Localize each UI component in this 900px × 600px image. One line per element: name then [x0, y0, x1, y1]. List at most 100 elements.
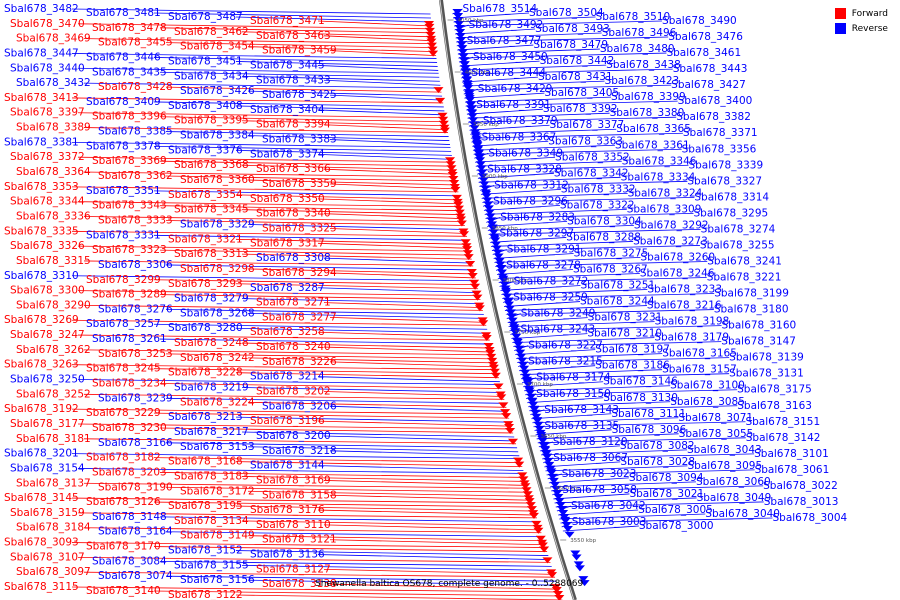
gene-label[interactable]: Sbal678_3296	[493, 195, 568, 207]
gene-label[interactable]: Sbal678_3345	[174, 204, 249, 216]
gene-label[interactable]: Sbal678_3148	[92, 511, 167, 523]
gene-label[interactable]: Sbal678_3400	[678, 95, 753, 107]
gene-label[interactable]: Sbal678_3365	[616, 123, 691, 135]
gene-label[interactable]: Sbal678_3100	[670, 380, 745, 392]
gene-label[interactable]: Sbal678_3443	[673, 63, 748, 75]
gene-label[interactable]: Sbal678_3142	[746, 432, 821, 444]
gene-label[interactable]: Sbal678_3233	[647, 284, 722, 296]
gene-label[interactable]: Sbal678_3150	[536, 388, 611, 400]
gene-label[interactable]: Sbal678_3153	[180, 441, 255, 453]
gene-label[interactable]: Sbal678_3352	[555, 151, 630, 163]
gene-label[interactable]: Sbal678_3271	[256, 297, 331, 309]
gene-label[interactable]: Sbal678_3170	[86, 541, 161, 553]
gene-label[interactable]: Sbal678_3215	[528, 356, 603, 368]
gene-label[interactable]: Sbal678_3255	[700, 239, 775, 251]
gene-label[interactable]: Sbal678_3101	[754, 448, 829, 460]
gene-label[interactable]: Sbal678_3451	[168, 55, 243, 67]
gene-label[interactable]: Sbal678_3267	[573, 264, 648, 276]
gene-label[interactable]: Sbal678_3321	[168, 233, 243, 245]
gene-label[interactable]: Sbal678_3476	[668, 31, 743, 43]
gene-label[interactable]: Sbal678_3134	[174, 515, 249, 527]
gene-label[interactable]: Sbal678_3423	[605, 75, 680, 87]
gene-label[interactable]: Sbal678_3429	[478, 83, 553, 95]
gene-label[interactable]: Sbal678_3199	[714, 288, 789, 300]
gene-label[interactable]: Sbal678_3434	[174, 70, 249, 82]
gene-label[interactable]: Sbal678_3396	[92, 111, 167, 123]
gene-label[interactable]: Sbal678_3202	[256, 386, 331, 398]
gene-label[interactable]: Sbal678_3175	[737, 384, 812, 396]
gene-label[interactable]: Sbal678_3356	[682, 143, 757, 155]
gene-label[interactable]: Sbal678_3277	[262, 311, 337, 323]
gene-label[interactable]: Sbal678_3287	[250, 282, 325, 294]
gene-label[interactable]: Sbal678_3214	[250, 371, 325, 383]
gene-label[interactable]: Sbal678_3454	[180, 41, 255, 53]
gene-label[interactable]: Sbal678_3179	[654, 332, 729, 344]
gene-label[interactable]: Sbal678_3368	[174, 159, 249, 171]
gene-label[interactable]: Sbal678_3327	[687, 175, 762, 187]
gene-label[interactable]: Sbal678_3182	[86, 452, 161, 464]
gene-label[interactable]: Sbal678_3174	[536, 372, 611, 384]
gene-label[interactable]: Sbal678_3269	[4, 314, 79, 326]
gene-label[interactable]: Sbal678_3404	[250, 104, 325, 116]
gene-label[interactable]: Sbal678_3392	[543, 103, 618, 115]
gene-label[interactable]: Sbal678_3074	[98, 570, 173, 582]
gene-label[interactable]: Sbal678_3310	[4, 270, 79, 282]
gene-label[interactable]: Sbal678_3391	[476, 99, 551, 111]
gene-label[interactable]: Sbal678_3249	[521, 308, 596, 320]
gene-label[interactable]: Sbal678_3180	[714, 304, 789, 316]
gene-label[interactable]: Sbal678_3363	[548, 135, 623, 147]
gene-label[interactable]: Sbal678_3389	[16, 122, 91, 134]
gene-label[interactable]: Sbal678_3299	[86, 274, 161, 286]
gene-label[interactable]: Sbal678_3198	[655, 316, 730, 328]
gene-label[interactable]: Sbal678_3328	[487, 163, 562, 175]
gene-label[interactable]: Sbal678_3322	[560, 199, 635, 211]
gene-label[interactable]: Sbal678_3438	[606, 59, 681, 71]
gene-label[interactable]: Sbal678_3394	[256, 119, 331, 131]
gene-label[interactable]: Sbal678_3071	[678, 412, 753, 424]
gene-label[interactable]: Sbal678_3190	[98, 481, 173, 493]
gene-label[interactable]: Sbal678_3226	[262, 356, 337, 368]
gene-label[interactable]: Sbal678_3272	[514, 276, 589, 288]
gene-label[interactable]: Sbal678_3217	[174, 426, 249, 438]
gene-label[interactable]: Sbal678_3172	[180, 485, 255, 497]
gene-label[interactable]: Sbal678_3361	[615, 139, 690, 151]
gene-label[interactable]: Sbal678_3120	[553, 436, 628, 448]
gene-label[interactable]: Sbal678_3336	[16, 210, 91, 222]
gene-label[interactable]: Sbal678_3184	[16, 522, 91, 534]
gene-label[interactable]: Sbal678_3304	[567, 215, 642, 227]
gene-label[interactable]: Sbal678_3176	[250, 504, 325, 516]
gene-label[interactable]: Sbal678_3481	[86, 7, 161, 19]
gene-label[interactable]: Sbal678_3213	[168, 411, 243, 423]
gene-label[interactable]: Sbal678_3004	[772, 512, 847, 524]
gene-label[interactable]: Sbal678_3043	[687, 444, 762, 456]
gene-label[interactable]: Sbal678_3279	[174, 293, 249, 305]
gene-label[interactable]: Sbal678_3482	[4, 3, 79, 15]
gene-label[interactable]: Sbal678_3477	[467, 35, 542, 47]
gene-label[interactable]: Sbal678_3094	[629, 472, 704, 484]
gene-label[interactable]: Sbal678_3060	[696, 476, 771, 488]
gene-label[interactable]: Sbal678_3333	[98, 214, 173, 226]
gene-label[interactable]: Sbal678_3382	[676, 111, 751, 123]
gene-label[interactable]: Sbal678_3260	[640, 251, 715, 263]
gene-label[interactable]: Sbal678_3082	[620, 440, 695, 452]
gene-label[interactable]: Sbal678_3463	[256, 30, 331, 42]
gene-label[interactable]: Sbal678_3259	[513, 292, 588, 304]
gene-label[interactable]: Sbal678_3201	[4, 448, 79, 460]
gene-label[interactable]: Sbal678_3145	[4, 492, 79, 504]
gene-label[interactable]: Sbal678_3084	[92, 555, 167, 567]
gene-label[interactable]: Sbal678_3300	[10, 285, 85, 297]
gene-label[interactable]: Sbal678_3061	[755, 464, 830, 476]
gene-label[interactable]: Sbal678_3324	[628, 187, 703, 199]
gene-label[interactable]: Sbal678_3248	[174, 337, 249, 349]
gene-label[interactable]: Sbal678_3514	[463, 3, 538, 15]
gene-label[interactable]: Sbal678_3224	[180, 396, 255, 408]
gene-label[interactable]: Sbal678_3297	[499, 227, 574, 239]
gene-label[interactable]: Sbal678_3097	[16, 566, 91, 578]
gene-label[interactable]: Sbal678_3346	[622, 155, 697, 167]
gene-label[interactable]: Sbal678_3471	[250, 15, 325, 27]
gene-label[interactable]: Sbal678_3195	[168, 500, 243, 512]
gene-label[interactable]: Sbal678_3315	[16, 255, 91, 267]
gene-label[interactable]: Sbal678_3292	[634, 219, 709, 231]
gene-label[interactable]: Sbal678_3257	[86, 318, 161, 330]
gene-label[interactable]: Sbal678_3510	[596, 11, 671, 23]
